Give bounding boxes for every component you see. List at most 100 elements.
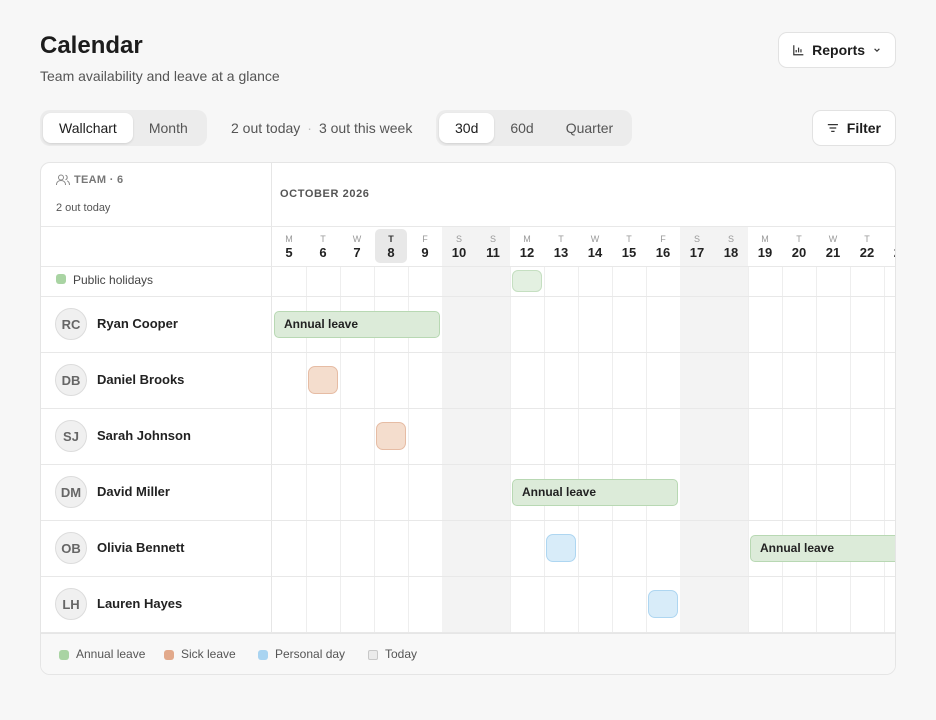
day-number: 22 bbox=[859, 245, 875, 260]
avatar: RC bbox=[55, 308, 87, 340]
summary-week: 3 out this week bbox=[318, 120, 413, 136]
out-today: 2 out today bbox=[56, 202, 111, 214]
weekend-column bbox=[442, 226, 476, 633]
summary-today: 2 out today bbox=[231, 120, 301, 136]
holiday-dot bbox=[56, 274, 66, 284]
reports-button[interactable]: Reports bbox=[778, 32, 896, 68]
weekday-label: T bbox=[320, 234, 326, 244]
column-line bbox=[306, 266, 307, 633]
view-switch: Wallchart Month bbox=[40, 110, 207, 146]
today-highlight bbox=[375, 229, 407, 263]
team-icon bbox=[56, 174, 70, 186]
weekday-label: T bbox=[796, 234, 802, 244]
leave-bar[interactable] bbox=[648, 590, 678, 618]
weekend-column bbox=[714, 226, 748, 633]
holiday-mark bbox=[512, 270, 542, 292]
leave-bar[interactable]: Annual leave bbox=[750, 534, 895, 562]
weekday-label: W bbox=[828, 234, 838, 244]
column-line bbox=[884, 266, 885, 633]
month-label: OCTOBER 2026 bbox=[280, 188, 370, 200]
person-name: Daniel Brooks bbox=[97, 372, 185, 387]
person-name: Sarah Johnson bbox=[97, 428, 191, 443]
day-number: 18 bbox=[723, 245, 739, 260]
column-line bbox=[340, 266, 341, 633]
column-line bbox=[374, 266, 375, 633]
legend-swatch bbox=[164, 650, 174, 660]
row-line bbox=[41, 520, 895, 521]
leave-label: Annual leave bbox=[522, 485, 597, 499]
avatar: OB bbox=[55, 532, 87, 564]
person-name: Lauren Hayes bbox=[97, 596, 183, 611]
weekday-label: S bbox=[455, 234, 462, 244]
chevron-icon bbox=[874, 48, 880, 53]
avatar: LH bbox=[55, 588, 87, 620]
day-number: 13 bbox=[553, 245, 569, 260]
column-line bbox=[782, 266, 783, 633]
legend-label: Sick leave bbox=[181, 647, 236, 661]
range-tab[interactable]: 60d bbox=[510, 120, 534, 136]
day-number: 10 bbox=[451, 245, 467, 260]
weekday-label: T bbox=[864, 234, 870, 244]
row-line bbox=[41, 576, 895, 577]
row-line bbox=[41, 352, 895, 353]
filter-button[interactable]: Filter bbox=[812, 110, 896, 146]
person-name: Ryan Cooper bbox=[97, 316, 178, 331]
holidays-label: Public holidays bbox=[73, 273, 154, 287]
day-number: 15 bbox=[621, 245, 637, 260]
row-line bbox=[41, 464, 895, 465]
person-name: Olivia Bennett bbox=[97, 540, 185, 555]
legend-swatch bbox=[368, 650, 378, 660]
view-tab[interactable]: Month bbox=[148, 120, 188, 136]
legend-swatch bbox=[258, 650, 268, 660]
filter-icon bbox=[827, 124, 838, 132]
row-line bbox=[41, 632, 895, 633]
day-number: 8 bbox=[387, 245, 395, 260]
day-number: 23 bbox=[884, 245, 895, 260]
weekday-label: M bbox=[285, 234, 293, 244]
leave-label: Annual leave bbox=[284, 317, 359, 331]
reports-label: Reports bbox=[812, 42, 866, 58]
row-line bbox=[41, 266, 895, 267]
team-label: TEAM · 6 bbox=[74, 174, 124, 186]
day-number: 5 bbox=[285, 245, 293, 260]
avatar: SJ bbox=[55, 420, 87, 452]
range-tab[interactable]: 30d bbox=[439, 113, 495, 143]
leave-bar[interactable]: Annual leave bbox=[512, 478, 678, 506]
weekday-label: M bbox=[523, 234, 531, 244]
legend-bar bbox=[41, 633, 895, 674]
weekend-column bbox=[680, 226, 714, 633]
leave-bar[interactable] bbox=[546, 534, 576, 562]
weekday-label: T bbox=[388, 234, 394, 244]
column-line bbox=[816, 266, 817, 633]
legend-swatch bbox=[59, 650, 69, 660]
column-line bbox=[510, 266, 511, 633]
column-line bbox=[408, 266, 409, 633]
separator: · bbox=[307, 120, 312, 136]
leave-bar[interactable] bbox=[308, 366, 338, 394]
day-number: 17 bbox=[689, 245, 705, 260]
summary: 2 out today · 3 out this week bbox=[231, 120, 412, 136]
day-number: 21 bbox=[825, 245, 841, 260]
leave-label: Annual leave bbox=[760, 541, 835, 555]
weekday-label: W bbox=[352, 234, 362, 244]
weekday-label: T bbox=[558, 234, 564, 244]
day-number: 12 bbox=[519, 245, 535, 260]
legend-label: Today bbox=[385, 647, 418, 661]
column-line bbox=[544, 266, 545, 633]
day-number: 16 bbox=[655, 245, 671, 260]
avatar: DM bbox=[55, 476, 87, 508]
view-tab[interactable]: Wallchart bbox=[43, 113, 133, 143]
column-line bbox=[578, 266, 579, 633]
page-subtitle: Team availability and leave at a glance bbox=[40, 68, 280, 84]
column-line bbox=[646, 266, 647, 633]
weekday-label: F bbox=[422, 234, 428, 244]
filter-label: Filter bbox=[846, 120, 881, 136]
day-number: 11 bbox=[486, 245, 500, 260]
day-number: 19 bbox=[757, 245, 773, 260]
leave-bar[interactable]: Annual leave bbox=[274, 310, 440, 338]
row-line bbox=[41, 226, 895, 227]
leave-bar[interactable] bbox=[376, 422, 406, 450]
range-tab[interactable]: Quarter bbox=[565, 120, 614, 136]
weekday-label: S bbox=[693, 234, 700, 244]
